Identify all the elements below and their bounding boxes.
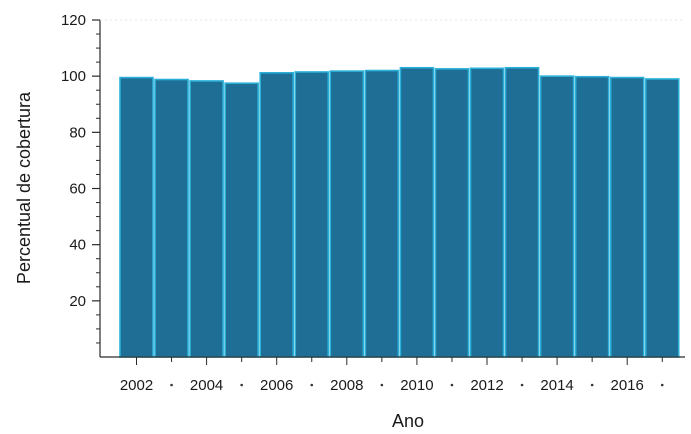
bar-2005 — [224, 82, 259, 358]
bars-group — [119, 66, 680, 358]
bar-2002 — [119, 76, 154, 358]
bar-2009 — [364, 69, 400, 358]
x-tick-dot-2017 — [660, 383, 664, 387]
y-tick-label-100: 100 — [61, 68, 86, 85]
x-tick-dot-2007 — [310, 383, 314, 387]
bar-2011 — [434, 68, 470, 358]
bar-2014 — [539, 75, 575, 358]
bar-2006 — [259, 71, 295, 358]
x-axis-title: Ano — [392, 411, 424, 431]
bar-2004 — [189, 80, 224, 358]
x-ticks-group: 2002 2004 2006 2008 2010 2012 2014 2016 — [120, 357, 664, 394]
bar-2003 — [154, 78, 189, 358]
x-tick-label-2008: 2008 — [330, 377, 363, 394]
bar-2017 — [644, 78, 680, 358]
y-tick-label-60: 60 — [69, 181, 86, 198]
x-tick-label-2010: 2010 — [400, 377, 433, 394]
bar-2013 — [504, 66, 540, 358]
y-tick-label-80: 80 — [69, 124, 86, 141]
bar-2015 — [574, 75, 610, 358]
y-tick-label-20: 20 — [69, 293, 86, 310]
x-tick-dot-2013 — [520, 383, 524, 387]
y-tick-label-120: 120 — [61, 12, 86, 29]
bar-2016 — [609, 76, 645, 358]
bar-2007 — [294, 71, 330, 358]
x-tick-dot-2009 — [380, 383, 384, 387]
x-tick-label-2002: 2002 — [120, 377, 153, 394]
bar-2008 — [329, 70, 365, 358]
y-tick-label-40: 40 — [69, 237, 86, 254]
x-tick-dot-2011 — [450, 383, 454, 387]
x-tick-dot-2003 — [170, 383, 173, 387]
x-tick-label-2012: 2012 — [470, 377, 503, 394]
x-tick-label-2004: 2004 — [190, 377, 223, 394]
x-tick-dot-2015 — [590, 383, 594, 387]
bar-2012 — [469, 67, 505, 358]
x-tick-label-2014: 2014 — [540, 377, 573, 394]
y-axis-title: Percentual de cobertura — [14, 91, 34, 284]
x-tick-label-2006: 2006 — [260, 377, 293, 394]
bar-2010 — [399, 66, 435, 358]
x-tick-label-2016: 2016 — [611, 377, 644, 394]
y-ticks-group: 20 40 60 80 100 120 — [61, 12, 100, 344]
x-tick-dot-2005 — [240, 383, 243, 387]
